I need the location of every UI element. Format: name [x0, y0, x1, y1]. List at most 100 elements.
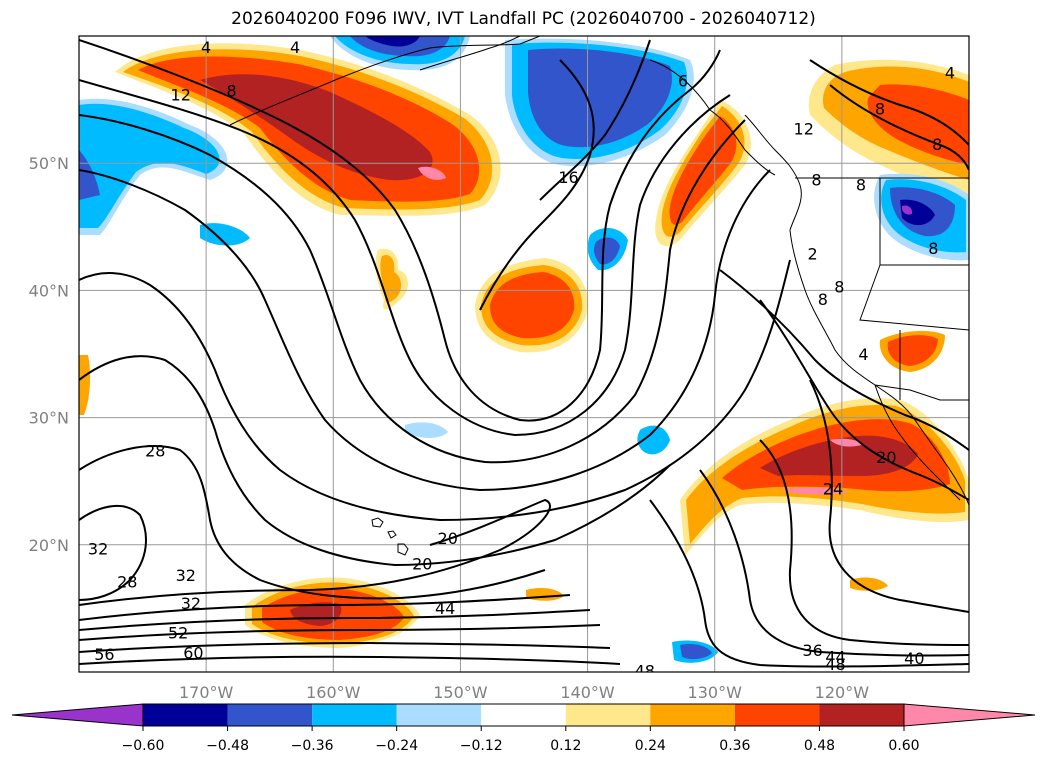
longitude-labels: 170°W 160°W 150°W 140°W 130°W 120°W	[179, 683, 869, 702]
contour-label: 4	[945, 64, 955, 83]
contour-label: 36	[802, 641, 822, 660]
pc-shade-se-positive	[830, 438, 862, 447]
iwv-contour	[79, 169, 771, 492]
pc-shade-patch	[850, 577, 888, 591]
contour-label: 44	[435, 599, 455, 618]
pc-shade-nepac-negative	[528, 48, 672, 148]
contour-label: 24	[823, 480, 843, 499]
pc-shade-se-positive	[760, 435, 918, 476]
contour-label: 4	[290, 38, 300, 57]
colorbar-tick-label: −0.36	[291, 738, 334, 754]
contour-label: 6	[678, 71, 688, 90]
colorbar-segment	[565, 704, 651, 726]
iwv-contour	[79, 609, 591, 631]
colorbar-tick-label: 0.36	[719, 738, 750, 754]
contour-label: 8	[932, 135, 942, 154]
pc-shade-canada-positive	[867, 84, 969, 165]
contour-label: 20	[412, 555, 432, 574]
colorbar-segment	[819, 704, 904, 726]
contour-label: 8	[834, 277, 844, 296]
contour-label: 20	[438, 529, 458, 548]
lon-tick-label: 140°W	[560, 683, 615, 702]
contour-label: 40	[904, 649, 924, 668]
coastline-british-columbia	[744, 114, 802, 231]
contour-label: 28	[145, 441, 165, 460]
pc-shade-gulf-of-alaska	[418, 166, 446, 180]
iwv-contour	[79, 259, 791, 522]
contour-label: 20	[876, 448, 896, 467]
colorbar-segment	[396, 704, 482, 726]
contour-label: 8	[818, 290, 828, 309]
pc-shade-west-negative	[79, 150, 100, 200]
pc-shade-central-positive	[490, 272, 575, 339]
iwv-contour	[79, 641, 611, 653]
colorbar-extend-high	[903, 703, 1036, 727]
iwv-contour	[79, 624, 601, 641]
plot-frame	[78, 35, 970, 673]
iwv-contour	[829, 84, 969, 171]
lat-tick-label: 20°N	[29, 536, 69, 555]
pc-shade-patch	[405, 422, 448, 438]
contour-label: 8	[811, 171, 821, 190]
contour-label: 32	[176, 566, 196, 585]
colorbar-extend-low	[11, 703, 144, 727]
contour-label: 32	[88, 539, 108, 558]
lat-tick-label: 30°N	[29, 409, 69, 428]
pc-shade-rockies-negative	[901, 205, 913, 215]
coastline-west-coast	[789, 229, 969, 506]
latitude-labels: 20°N 30°N 40°N 50°N	[29, 154, 69, 555]
border-us-mexico	[874, 384, 969, 401]
colorbar-frame	[142, 703, 905, 727]
colorbar-segment	[481, 704, 566, 726]
contour-label: 44	[825, 648, 845, 667]
colorbar-segment	[227, 704, 313, 726]
contour-label: 8	[856, 176, 866, 195]
iwv-contour	[809, 379, 969, 613]
pc-shade-west-negative	[79, 103, 220, 228]
contour-label: 4	[858, 345, 868, 364]
contour-label: 2	[808, 244, 818, 263]
pc-shade-patch	[593, 237, 620, 265]
iwv-contour	[79, 114, 746, 464]
contour-label: 28	[117, 572, 137, 591]
contour-label: 32	[181, 594, 201, 613]
contour-label: 4	[201, 38, 211, 57]
contour-label: 8	[928, 239, 938, 258]
iwv-contour	[79, 655, 621, 665]
contour-label: 52	[168, 623, 188, 642]
iwv-contour	[649, 499, 969, 668]
iwv-contour	[719, 269, 969, 451]
iwv-contour	[79, 445, 546, 600]
iwv-contour	[759, 439, 969, 646]
colorbar-tick-label: 0.60	[888, 738, 919, 754]
colorbar-segment	[734, 704, 820, 726]
iwv-contour	[79, 504, 147, 601]
iwv-contour	[759, 299, 969, 501]
pc-shade-rockies-negative	[900, 199, 935, 226]
iwv-contour	[79, 355, 671, 567]
pc-shade-subtropical-positive	[290, 602, 342, 626]
lon-tick-label: 130°W	[688, 683, 743, 702]
island-hawaii	[371, 517, 409, 556]
colorbar-tick-label: −0.24	[375, 738, 418, 754]
colorbar-tick-label: 0.12	[550, 738, 581, 754]
iwv-contour	[539, 39, 651, 201]
contour-label: 16	[558, 168, 578, 187]
map-title: 2026040200 F096 IWV, IVT Landfall PC (20…	[231, 9, 816, 29]
pc-shade-patch	[637, 425, 670, 455]
iwv-contour	[699, 469, 969, 657]
colorbar-tick-label: −0.60	[122, 738, 165, 754]
colorbar-segment	[143, 704, 228, 726]
pc-shade-patch	[79, 355, 91, 415]
iwv-contour	[79, 39, 721, 422]
coastline-alaska-peninsula	[419, 36, 521, 71]
contour-label: 48	[825, 655, 845, 674]
colorbar: −0.60 −0.48 −0.36 −0.24 −0.12 0.12 0.24 0.36 0.4…	[11, 703, 1036, 754]
coastline-panhandle	[649, 59, 776, 176]
contour-label: 60	[183, 644, 203, 663]
colorbar-tick-label: −0.48	[206, 738, 249, 754]
contour-label: 48	[635, 662, 655, 681]
pc-shade-west-negative	[200, 223, 250, 246]
